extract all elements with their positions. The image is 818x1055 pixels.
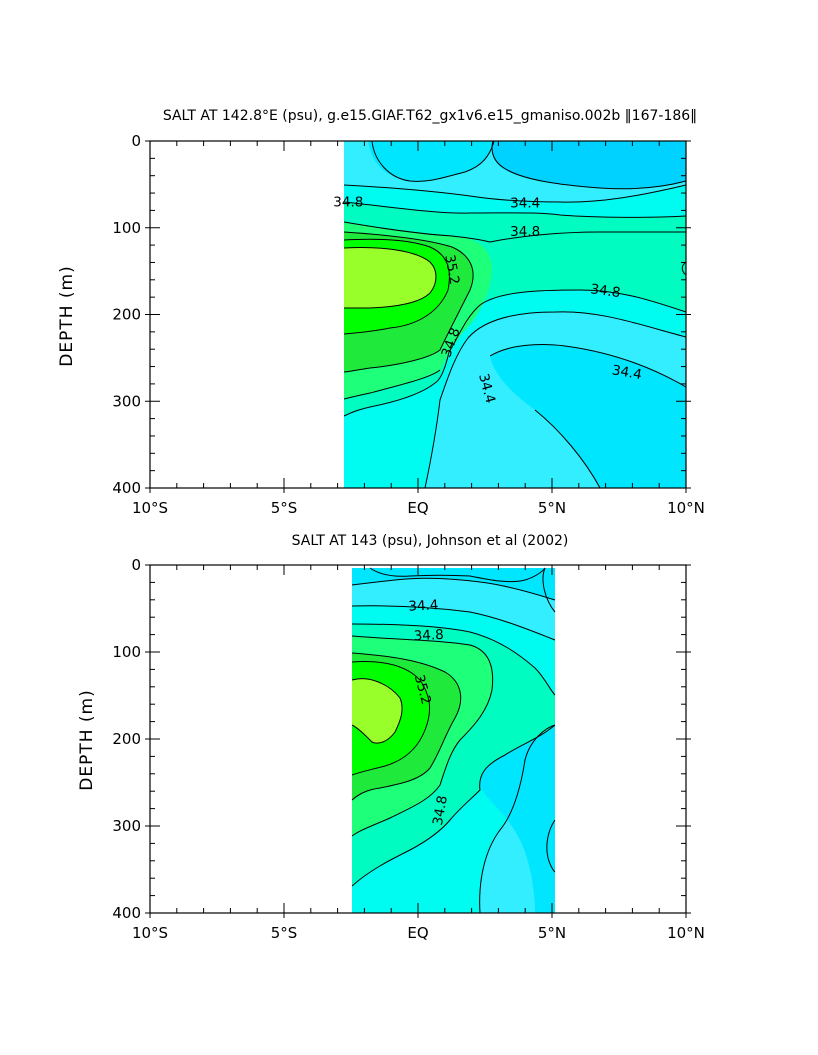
isolines [351,567,556,914]
contour-label-text: 34.8 [589,281,621,301]
contour-label: 34.8 [430,794,451,826]
contour-label: 34.4 [475,372,498,405]
contour-label-text: 34.4 [475,372,498,405]
salinity-band-34.2 [368,141,496,181]
contour-label-text: 34.8 [430,794,451,826]
y-tick-label: 400 [112,904,141,922]
contour-label: 35.2 [441,253,462,285]
contour-label: 34.8 [510,224,540,240]
salinity-band-34.2 [479,725,555,913]
contour-label: 34.8 [333,195,363,211]
y-tick-label: 200 [112,306,141,324]
filled-contours [344,141,686,488]
axis-ticks [145,140,691,493]
x-tick-label: 10°S [132,924,168,942]
y-tick-label: 0 [131,556,141,574]
salinity-band-34.0 [491,141,686,189]
contour-labels: 34.4 34.8 35.2 34.8 [408,597,451,826]
contour-label-text: 34.8 [510,224,540,240]
y-tick-label: 0 [131,132,141,150]
contour-label: 34.4 [510,196,540,212]
contour-label: 35.2 [411,673,434,706]
contour-label: 34.8 [413,627,444,645]
contour-label: 34.4 [408,597,439,615]
contour-label: 34.8 [589,281,621,301]
x-tick-label: EQ [407,499,428,517]
y-tick-label: 400 [112,479,141,497]
contour-label-text: 34.8 [333,195,363,211]
x-tick-labels: 10°S 5°S EQ 5°N 10°N [132,924,705,942]
x-tick-label: 10°N [667,499,705,517]
x-tick-label: 5°S [271,499,298,517]
x-tick-label: 5°N [538,499,566,517]
salinity-band-35.6 [344,247,436,308]
y-axis-label: DEPTH (m) [57,265,77,366]
x-tick-label: 5°N [538,924,566,942]
chart-title: SALT AT 142.8°E (psu), g.e15.GIAF.T62_gx… [163,108,697,124]
axis-ticks [145,564,691,918]
contour-label-text: 34.8 [413,627,444,645]
contour-label-text: 34.4 [611,362,643,383]
contour-label-text: 34.4 [408,597,439,615]
y-tick-label: 300 [112,817,141,835]
x-tick-labels: 10°S 5°S EQ 5°N 10°N [132,499,705,517]
y-tick-labels: 0 100 200 300 400 [112,556,141,922]
contour-label-text: 34.4 [510,196,540,212]
y-axis-label: DEPTH (m) [77,689,97,790]
contour-label: 34.4 [611,362,643,383]
x-tick-label: 10°N [667,924,705,942]
contour-label-text: 35.2 [441,253,462,285]
isolines [343,140,687,489]
y-tick-label: 200 [112,730,141,748]
contour-label-text: 35.2 [411,673,434,706]
panel-observation: SALT AT 143 (psu), Johnson et al (2002) … [77,533,705,942]
x-tick-label: 10°S [132,499,168,517]
y-tick-labels: 0 100 200 300 400 [112,132,141,497]
y-tick-label: 300 [112,392,141,410]
panel-model: SALT AT 142.8°E (psu), g.e15.GIAF.T62_gx… [57,108,705,517]
chart-title: SALT AT 143 (psu), Johnson et al (2002) [292,533,569,549]
salinity-band-35.6 [352,678,403,744]
y-tick-label: 100 [112,643,141,661]
salinity-band-34.2 [490,344,686,488]
x-tick-label: 5°S [271,924,298,942]
x-tick-label: EQ [407,924,428,942]
y-tick-label: 100 [112,219,141,237]
filled-contours [352,568,555,913]
